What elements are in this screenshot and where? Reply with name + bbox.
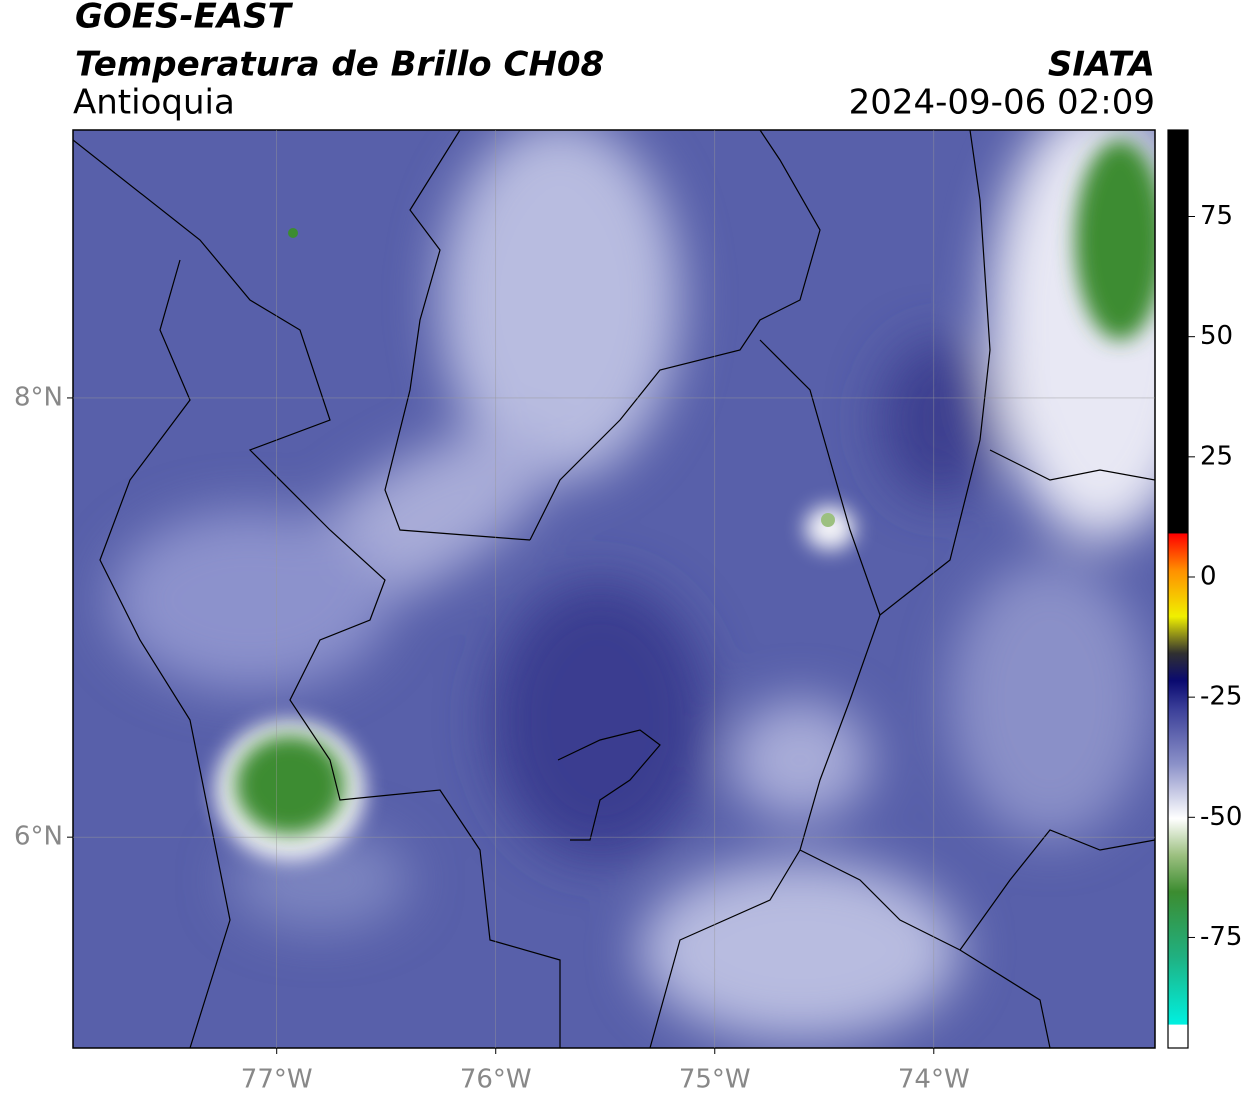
map-frame <box>72 129 1156 1049</box>
y-tick-label: 8°N <box>14 382 63 412</box>
colorbar-tick-label: -50 <box>1200 802 1242 832</box>
colorbar-tick-label: 50 <box>1200 321 1233 351</box>
colorbar-tick-label: -75 <box>1200 922 1242 952</box>
datetime: 2024-09-06 02:09 <box>849 83 1155 123</box>
x-tick-label: 75°W <box>679 1065 751 1095</box>
title: GOES-EAST <box>75 0 294 37</box>
region: Antioquia <box>73 83 235 123</box>
colorbar-tick-label: 0 <box>1200 561 1217 591</box>
source: SIATA <box>1048 45 1155 85</box>
colorbar-tick-label: 25 <box>1200 441 1233 471</box>
x-tick-label: 77°W <box>241 1065 313 1095</box>
borders <box>73 130 1155 1048</box>
satellite-image <box>73 130 1155 1048</box>
x-tick-label: 74°W <box>898 1065 970 1095</box>
colorbar <box>1167 129 1189 1049</box>
x-tick-label: 76°W <box>460 1065 532 1095</box>
subtitle: Temperatura de Brillo CH08 <box>75 45 604 85</box>
colorbar-tick-label: -25 <box>1200 682 1242 712</box>
colorbar-tick-label: 75 <box>1200 201 1233 231</box>
y-tick-label: 6°N <box>14 822 63 852</box>
